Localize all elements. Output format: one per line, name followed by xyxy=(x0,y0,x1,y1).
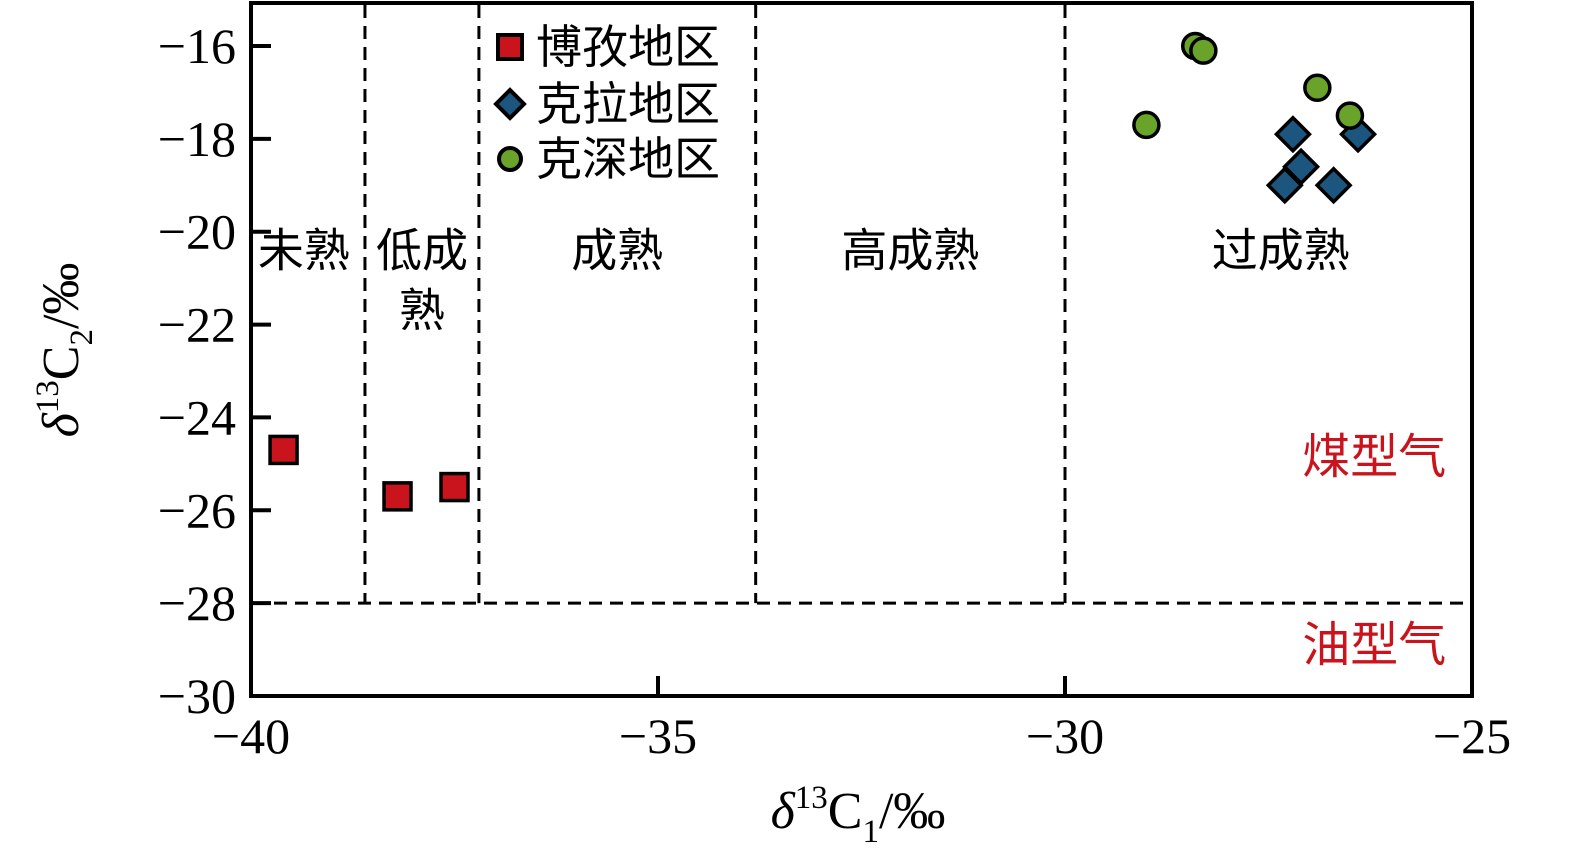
data-point-diamond xyxy=(1273,115,1312,154)
zone-label: 未熟 xyxy=(258,225,350,276)
data-point-circle xyxy=(1303,73,1332,103)
legend-marker-diamond xyxy=(493,87,527,121)
y-tick-label: −20 xyxy=(158,204,236,260)
genetic-type-label: 油型气 xyxy=(1302,619,1446,672)
data-point-circle xyxy=(1132,110,1161,140)
y-tick-label: −16 xyxy=(158,18,236,74)
data-point-diamond xyxy=(1265,166,1304,205)
x-tick-label: −25 xyxy=(1433,708,1511,764)
y-tick-label: −24 xyxy=(158,389,236,445)
x-tick-label: −40 xyxy=(212,708,290,764)
x-tick-label: −30 xyxy=(1026,708,1104,764)
data-point-diamond xyxy=(1314,166,1353,205)
x-tick-label: −35 xyxy=(619,708,697,764)
data-point-square xyxy=(439,471,470,503)
zone-label: 高成熟 xyxy=(841,225,979,276)
data-point-circle xyxy=(1335,101,1365,130)
legend-marker-square xyxy=(496,33,524,61)
legend-item-label: 博孜地区 xyxy=(536,22,720,73)
y-tick-label: −26 xyxy=(158,482,236,538)
zone-label: 低成 xyxy=(376,225,468,276)
legend-item-label: 克深地区 xyxy=(536,134,720,185)
legend-item-label: 克拉地区 xyxy=(536,79,720,130)
data-point-square xyxy=(382,481,413,512)
data-point-circle xyxy=(1189,36,1218,65)
y-tick-label: −28 xyxy=(158,575,236,631)
data-point-square xyxy=(268,434,299,466)
y-axis-title: δ13C2/‰ xyxy=(30,263,100,438)
zone-label: 成熟 xyxy=(571,225,663,276)
genetic-type-label: 煤型气 xyxy=(1302,431,1446,484)
y-tick-label: −30 xyxy=(158,668,236,724)
y-tick-label: −18 xyxy=(158,111,236,167)
legend-marker-circle xyxy=(497,146,523,172)
x-axis-title: δ13C1/‰ xyxy=(771,780,946,850)
plot-border xyxy=(249,1,1474,698)
y-tick-label: −22 xyxy=(158,297,236,353)
zone-label: 过成熟 xyxy=(1212,225,1350,276)
zone-label: 熟 xyxy=(399,285,445,336)
